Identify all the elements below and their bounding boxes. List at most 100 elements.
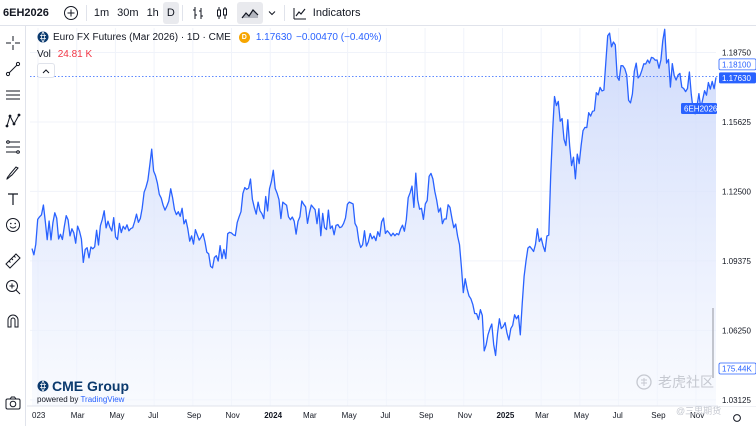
globe-icon — [37, 380, 49, 392]
volume-legend: Vol 24.81 K — [37, 49, 92, 60]
volume-tag: 175.44K — [718, 362, 756, 375]
price-change-value: −0.00470 (−0.40%) — [295, 31, 382, 43]
horizontal-lines-tool-button[interactable] — [2, 84, 24, 106]
ruler-tool-button[interactable] — [2, 250, 24, 272]
zoom-in-icon — [6, 280, 21, 295]
bar-style-button[interactable] — [186, 2, 210, 24]
text-icon — [8, 193, 18, 205]
fib-tool-button[interactable] — [2, 136, 24, 158]
gear-icon — [733, 414, 741, 422]
text-tool-button[interactable] — [2, 188, 24, 210]
powered-by: powered by TradingView — [37, 395, 129, 404]
volume-label: Vol — [37, 49, 51, 60]
price-tick-label: 1.03125 — [722, 396, 751, 405]
time-tick-label: Sep — [187, 411, 202, 420]
price-tick-label: 1.18750 — [722, 48, 751, 57]
time-tick-label: May — [109, 411, 124, 420]
indicators-label: Indicators — [312, 6, 361, 19]
time-tick-label: Mar — [303, 411, 317, 420]
interval-d-button[interactable]: D — [162, 1, 179, 24]
price-tick-label: 1.09375 — [722, 257, 751, 266]
price-tick-label: 1.15625 — [722, 118, 751, 127]
plus-circle-icon — [63, 5, 78, 20]
interval-1h-button[interactable]: 1h — [146, 6, 159, 19]
last-price-tag: 1.17630 — [719, 72, 756, 84]
collapse-legend-button[interactable] — [37, 63, 55, 78]
time-tick-label: Mar — [535, 411, 549, 420]
snapshot-button[interactable] — [2, 392, 24, 414]
symbol-search-button[interactable]: 6EH2026 — [3, 6, 49, 19]
fib-lines-icon — [6, 140, 20, 154]
tiger-logo-icon — [636, 374, 652, 390]
price-tick-label: 1.12500 — [722, 187, 751, 196]
pattern-tool-button[interactable] — [2, 110, 24, 132]
time-tick-label: Nov — [458, 411, 472, 420]
emoji-icon — [6, 218, 20, 232]
cme-brand-text: CME Group — [52, 378, 129, 394]
time-tick-label: Sep — [419, 411, 434, 420]
time-tick-label: 2025 — [496, 411, 514, 420]
price-labels: 1.18100 6EH2026 1.17630 175.44K — [681, 58, 756, 375]
candle-style-button[interactable] — [210, 2, 234, 24]
volume-tag-text: 175.44K — [722, 365, 752, 374]
trendline-tool-button[interactable] — [2, 58, 24, 80]
globe-icon — [37, 31, 49, 43]
top-toolbar: 6EH2026 1m 30m 1h D Indicators — [0, 0, 756, 26]
chevron-down-icon — [268, 10, 276, 15]
time-tick-label: 023 — [32, 411, 46, 420]
time-tick-label: Nov — [226, 411, 240, 420]
area-style-icon — [241, 8, 259, 18]
cme-logo[interactable]: CME Group powered by TradingView — [37, 378, 129, 404]
toolbar-divider — [85, 4, 87, 21]
magnet-icon — [7, 314, 19, 328]
crosshair-tool-button[interactable] — [2, 32, 24, 54]
cme-brand: CME Group — [37, 378, 129, 394]
last-price-tag-text: 1.17630 — [722, 74, 751, 83]
price-axis-bg — [718, 26, 756, 406]
interval-30m-button[interactable]: 30m — [117, 6, 139, 19]
indicators-button[interactable]: Indicators — [288, 2, 365, 24]
brush-tool-button[interactable] — [2, 162, 24, 184]
node-pattern-icon — [5, 113, 21, 128]
brush-icon — [6, 166, 19, 180]
symbol-title: Euro FX Futures (Mar 2026) · 1D · CME — [53, 31, 231, 43]
price-area-fill — [32, 29, 716, 407]
compare-symbol-button[interactable] — [59, 2, 83, 24]
high-price-tag-text: 1.18100 — [722, 60, 751, 69]
chart-legend: Euro FX Futures (Mar 2026) · 1D · CME D … — [37, 31, 382, 43]
volume-value: 24.81 K — [57, 49, 93, 60]
indicators-icon — [293, 7, 306, 19]
emoji-tool-button[interactable] — [2, 214, 24, 236]
watermark: 老虎社区 — [636, 372, 714, 392]
time-tick-label: Jul — [148, 411, 158, 420]
toolbar-divider — [283, 4, 285, 21]
zoom-tool-button[interactable] — [2, 276, 24, 298]
time-tick-label: 2024 — [264, 411, 282, 420]
chevron-up-icon — [42, 68, 50, 73]
tradingview-link[interactable]: TradingView — [80, 395, 125, 404]
interval-1m-button[interactable]: 1m — [93, 6, 110, 19]
symbol-price-tag: 6EH2026 — [681, 103, 718, 114]
delayed-data-badge[interactable]: D — [238, 31, 250, 43]
crosshair-icon — [6, 36, 20, 50]
chart-style-dropdown[interactable] — [263, 2, 281, 24]
price-tick-label: 1.06250 — [722, 326, 751, 335]
ruler-icon — [5, 253, 21, 269]
last-price-value: 1.17630 — [255, 31, 292, 43]
powered-by-text: powered by — [37, 395, 79, 404]
high-price-tag: 1.18100 — [718, 58, 756, 71]
symbol-price-tag-text: 6EH2026 — [684, 105, 718, 114]
time-tick-label: Mar — [71, 411, 85, 420]
axis-settings-button[interactable] — [733, 414, 741, 422]
camera-icon — [5, 396, 21, 410]
price-axis: 1.18750 1.15625 1.12500 1.09375 1.06250 1.031… — [718, 26, 756, 406]
time-tick-label: Jul — [613, 411, 623, 420]
area-style-button[interactable] — [236, 1, 263, 24]
magnet-tool-button[interactable] — [2, 310, 24, 332]
horizontal-lines-icon — [6, 90, 20, 100]
price-line — [31, 28, 717, 357]
time-tick-label: May — [342, 411, 357, 420]
watermark-subtext: @三思期货 — [676, 406, 722, 416]
bar-style-icon — [192, 6, 203, 19]
